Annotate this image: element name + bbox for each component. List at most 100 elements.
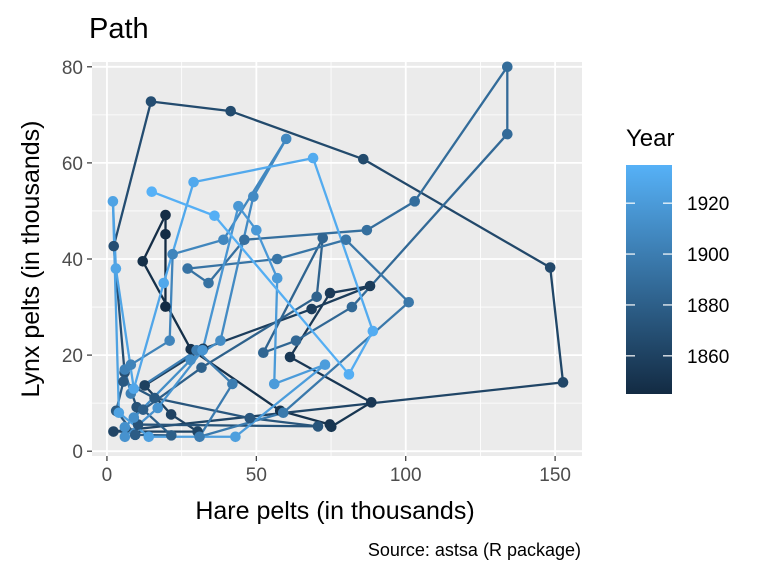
legend-tick-label: 1880: [687, 296, 729, 317]
path-segment: [195, 349, 234, 386]
data-point: [248, 191, 259, 202]
x-tick-label: 0: [102, 465, 113, 486]
data-point: [137, 256, 149, 267]
data-point: [167, 248, 178, 260]
data-point: [319, 359, 331, 371]
legend-title: Year: [626, 125, 675, 152]
data-point: [307, 152, 319, 164]
data-point: [544, 262, 556, 273]
data-point: [182, 263, 193, 274]
x-tick-label: 50: [246, 465, 267, 486]
data-point: [227, 378, 238, 390]
data-point: [340, 234, 352, 246]
x-axis-ticks: 0 50 100 150: [102, 456, 571, 486]
data-point: [290, 335, 302, 346]
data-point: [280, 133, 292, 145]
data-point: [119, 431, 131, 443]
data-point: [110, 263, 122, 274]
path-segment: [288, 355, 373, 404]
data-point: [284, 351, 296, 363]
data-point: [203, 277, 214, 289]
data-point: [139, 380, 151, 391]
data-point: [194, 431, 205, 443]
path-segment: [413, 65, 509, 203]
path-segment: [365, 200, 416, 232]
data-point: [196, 362, 207, 373]
data-point: [277, 407, 289, 419]
data-point: [146, 186, 158, 198]
data-point: [358, 153, 369, 165]
data-point: [311, 291, 323, 303]
legend-tick-label: 1860: [687, 347, 729, 368]
path-segment: [141, 213, 167, 263]
data-point: [364, 280, 376, 292]
data-point: [107, 196, 119, 207]
data-point: [185, 354, 196, 366]
data-point: [160, 228, 171, 240]
path-segment: [112, 381, 565, 433]
data-points: [107, 61, 569, 443]
path-segment: [243, 229, 369, 241]
data-point: [197, 344, 208, 356]
data-point: [343, 369, 355, 380]
path-segment: [141, 408, 173, 437]
data-point: [165, 430, 177, 441]
data-point: [312, 421, 324, 432]
data-point: [125, 359, 137, 371]
path-segment: [112, 100, 153, 248]
path-segment: [213, 214, 351, 376]
path-segment: [294, 305, 354, 342]
data-point: [143, 431, 155, 443]
data-point: [158, 277, 170, 289]
data-point: [251, 224, 262, 236]
legend-colorbar: [626, 165, 672, 394]
data-point: [502, 61, 513, 73]
path-segment: [362, 158, 552, 269]
data-point: [165, 409, 177, 420]
path-segment: [192, 156, 315, 184]
path-segment: [129, 339, 171, 366]
data-point: [244, 412, 256, 424]
data-point: [128, 383, 140, 395]
path-segment: [234, 363, 327, 438]
data-point: [366, 397, 377, 408]
path-segment: [273, 277, 279, 386]
path-segment: [347, 329, 375, 376]
path-segment: [168, 253, 174, 342]
y-tick-label: 20: [62, 346, 83, 367]
data-point: [233, 200, 244, 212]
data-point: [557, 377, 569, 388]
data-point: [113, 407, 125, 419]
data-point: [137, 404, 149, 415]
path-segment: [162, 180, 195, 285]
data-point: [145, 96, 157, 107]
path-segment: [153, 396, 251, 420]
data-point: [324, 287, 336, 299]
x-axis-title: Hare pelts (in thousands): [195, 497, 474, 525]
path-segment: [198, 411, 285, 438]
path-segment: [149, 100, 232, 113]
y-tick-label: 60: [62, 154, 83, 175]
path-segment: [549, 266, 565, 384]
x-tick-label: 100: [390, 465, 422, 486]
data-point: [361, 224, 373, 236]
data-point: [209, 210, 220, 222]
data-point: [225, 105, 236, 117]
x-tick-label: 150: [539, 465, 571, 486]
data-point: [149, 392, 160, 404]
data-point: [409, 196, 420, 207]
data-point: [128, 412, 140, 423]
data-point: [271, 253, 283, 265]
path-segment: [315, 236, 324, 298]
data-point: [118, 376, 129, 387]
data-point: [129, 429, 141, 441]
data-point: [346, 301, 358, 313]
data-point: [502, 128, 513, 140]
color-legend: Year 1860 1880 1900 1920: [626, 125, 729, 394]
path-segment: [229, 110, 365, 161]
path-segment: [262, 339, 298, 354]
data-point: [230, 431, 241, 443]
legend-ticks: 1860 1880 1900 1920: [626, 194, 729, 368]
